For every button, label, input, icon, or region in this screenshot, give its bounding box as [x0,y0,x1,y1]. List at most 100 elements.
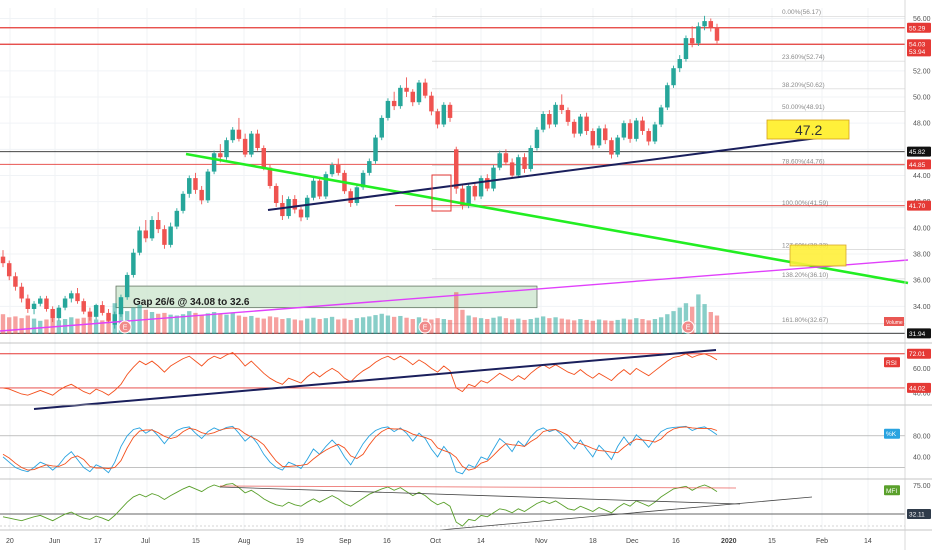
candle-body [211,153,217,172]
candle-body [118,297,124,315]
volume-bar [348,319,353,334]
time-tick-label: 15 [192,538,200,545]
time-tick-label: 18 [589,538,597,545]
candle-body [131,252,136,275]
volume-bar [640,319,645,334]
volume-bar [156,313,161,334]
time-tick-label: Jun [49,538,60,545]
candle-body [38,298,43,304]
candle-body [435,111,440,125]
candle-body [565,110,571,122]
earnings-icon-label: E [686,325,691,332]
candle-body [13,276,18,287]
candle-body [497,153,502,168]
candle-body [336,165,341,173]
candle-body [696,26,701,44]
volume-bar [323,318,329,334]
volume-bar [329,316,335,334]
candle-body [224,140,229,158]
volume-bar [714,315,720,334]
fib-label: 161.80%(32.67) [782,317,828,324]
mfi-resistance-line [219,486,741,505]
volume-bar [652,319,658,334]
rsi-level-badge-bg [907,382,931,393]
volume-bar [31,318,37,334]
volume-bar [441,319,446,334]
candle-body [187,178,192,194]
green-trendline [185,152,909,285]
volume-bar [472,317,478,334]
volume-bar [261,318,266,334]
volume-bar [509,319,515,334]
candle-body [87,311,93,317]
price-tick-label: 34.00 [913,304,931,311]
candle-body [348,191,353,203]
candle-body [472,185,478,197]
candle-body [441,104,447,125]
time-tick-label: Aug [238,538,251,545]
grid-layer [0,8,905,530]
volume-bar [516,318,521,334]
rsi-tick-label: 40.00 [913,390,931,397]
volume-bar [590,320,595,334]
volume-bar [683,303,689,334]
volume-bar [162,312,167,334]
candle-body [174,210,180,227]
candle-body [0,256,6,264]
price-level-badge: 41.70 [909,203,926,210]
volume-bar [149,312,155,334]
volume-bar [447,319,453,334]
volume-bar [199,315,204,334]
candle-body [652,124,658,142]
candle-body [143,230,149,239]
candle-body [93,305,99,317]
volume-bar [553,317,558,334]
price-tick-label: 56.00 [913,16,931,23]
volume-bar [596,319,602,334]
volume-bar [305,318,310,334]
candle-body [162,229,167,245]
candle-body [19,286,24,299]
candle-body [385,100,391,118]
volume-bar [646,320,651,334]
candle-body [540,113,546,130]
price-tick-label: 52.00 [913,68,931,75]
candle-body [367,161,372,173]
candle-body [553,104,558,125]
volume-bar [93,319,99,334]
candle-body [137,230,142,253]
candle-body [25,298,31,309]
price-tick-label: 36.00 [913,278,931,285]
candle-body [75,293,80,302]
price-tick-label: 38.00 [913,252,931,259]
candle-body [329,165,335,175]
candle-body [311,180,316,198]
mfi-level-badge-bg [907,509,931,520]
stoch-badge-bg [884,428,900,439]
time-tick-label: Jul [141,538,150,545]
gap-label: Gap 26/6 @ 34.08 to 32.6 [133,297,250,308]
candle-body [466,185,471,206]
price-level-badge: 44.85 [909,162,926,169]
volume-bar [87,316,93,334]
volume-bar [13,316,18,334]
volume-bar [100,320,105,334]
volume-bar [373,315,378,334]
price-tick-label: 48.00 [913,121,931,128]
volume-bar [559,318,564,334]
volume-bar [702,304,707,334]
volume-bar [280,319,285,334]
volume-bar [106,318,111,334]
candle-body [304,197,310,218]
volume-bar [298,320,304,334]
fib-label: 23.60%(52.74) [782,54,825,61]
candle-body [360,172,366,188]
stoch-panel [0,425,905,475]
candle-body [658,107,664,125]
candle-body [640,120,645,132]
mfi-badge: MFI [886,488,897,495]
